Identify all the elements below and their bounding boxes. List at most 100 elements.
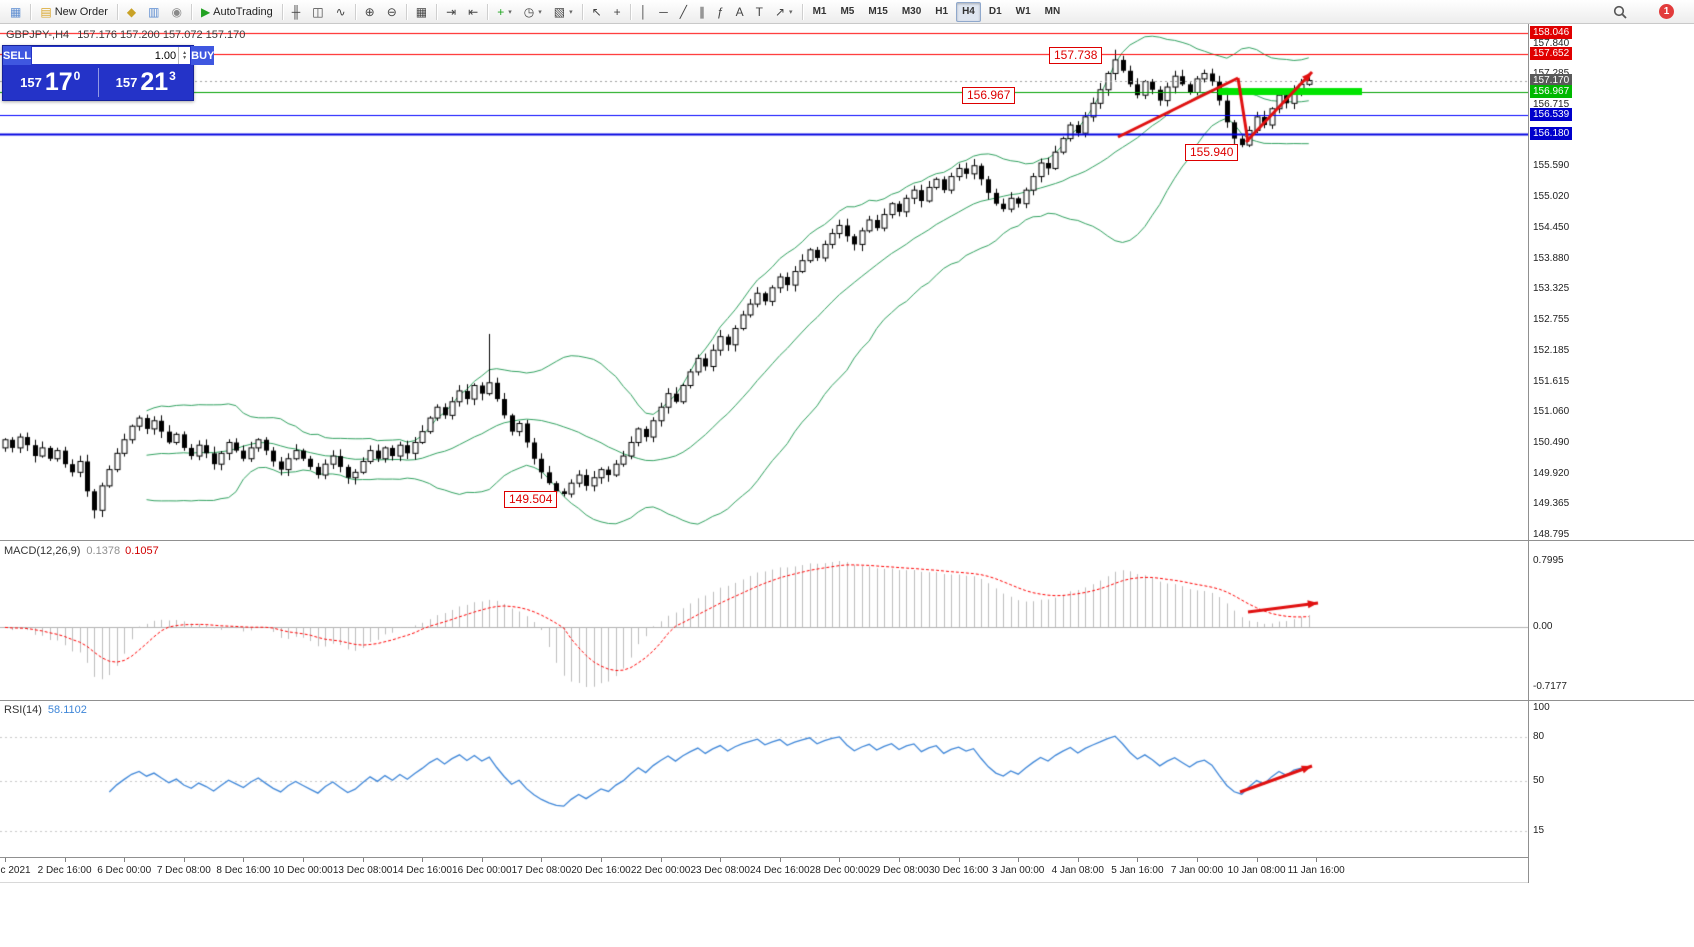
timeframe-m15-button[interactable]: M15	[868, 6, 888, 17]
bar-chart-button[interactable]: ╫	[287, 1, 306, 23]
periods-button[interactable]: ◷ ▾	[519, 1, 547, 23]
timeframe-w1-button[interactable]: W1	[1015, 6, 1031, 17]
fibonacci-retracement-button[interactable]: ƒ	[712, 1, 729, 23]
panel-divider	[97, 68, 99, 97]
chart-window: GBPJPY-,H4 157.176 157.200 157.072 157.17…	[0, 24, 1694, 947]
time-axis-tick	[541, 858, 543, 862]
time-axis[interactable]: 1 Dec 2021 2 Dec 16:00 6 Dec 00:00 7 Dec 08…	[0, 857, 1528, 883]
vertical-line-button[interactable]: │	[635, 1, 653, 23]
text-icon: A	[735, 4, 744, 19]
price-axis-label: 148.795	[1533, 529, 1570, 540]
time-axis-label: 10 Dec 00:00	[273, 865, 333, 876]
toolbar-groups: ▦ ▤ New Order ◆ ▥ ◉ ▶ AutoTrading ╫ ◫ ∿ ⊕ ⊖ ▦ ⇥ ⇤ + ▾ ◷ ▾ ▧ ▾…	[4, 0, 799, 23]
sell-price[interactable]: 157 17 0	[3, 65, 98, 100]
trendline-button[interactable]: ╱	[675, 1, 692, 23]
arrows-icon: ↗	[774, 4, 786, 19]
price-flag[interactable]: 157.738	[1049, 47, 1103, 64]
price-flag[interactable]: 155.940	[1185, 144, 1239, 161]
time-axis-label: 20 Dec 16:00	[571, 865, 631, 876]
candlestick-chart-button[interactable]: ◫	[307, 1, 328, 23]
new-order-button[interactable]: ▤ New Order	[35, 1, 113, 23]
toolbar-separator	[354, 3, 356, 20]
price-axis-label: 155.590	[1533, 160, 1570, 172]
rsi-label: RSI(14) 58.1102	[4, 704, 87, 716]
price-axis-label: 152.755	[1533, 314, 1570, 326]
macd-canvas[interactable]	[0, 540, 1528, 700]
chart-window-button[interactable]: ▦	[5, 1, 26, 23]
time-axis-label: 22 Dec 00:00	[630, 865, 691, 876]
zoom-out-button[interactable]: ⊖	[382, 1, 402, 23]
lot-spinner[interactable]: ▲ ▼	[178, 47, 190, 64]
line-chart-icon: ∿	[335, 4, 346, 19]
alerts-button[interactable]: ◉	[166, 1, 186, 23]
crosshair-button[interactable]: +	[609, 1, 626, 23]
chart-shift-button[interactable]: ⇤	[463, 1, 483, 23]
time-axis-tick	[1256, 858, 1258, 862]
rsi-canvas[interactable]	[0, 700, 1528, 857]
price-axis-tag: 156.967	[1530, 84, 1573, 98]
time-axis-tick	[1077, 858, 1079, 862]
equidistant-channel-button[interactable]: ∥	[694, 1, 710, 23]
text-button[interactable]: A	[731, 1, 749, 23]
auto-scroll-button[interactable]: ⇥	[441, 1, 461, 23]
horizontal-line-button[interactable]: ─	[654, 1, 673, 23]
buy-price[interactable]: 157 21 3	[99, 65, 194, 100]
timeframe-m1-button[interactable]: M1	[812, 6, 827, 17]
new-order-icon: ▤	[40, 4, 52, 19]
time-axis-label: 24 Dec 16:00	[750, 865, 810, 876]
time-axis-tick	[362, 858, 364, 862]
price-axis[interactable]: 157.840157.285156.715155.590155.020154.4…	[1528, 24, 1694, 883]
timeframe-m5-button[interactable]: M5	[840, 6, 855, 17]
time-axis-label: 30 Dec 16:00	[928, 865, 989, 876]
price-flag[interactable]: 156.967	[962, 87, 1016, 104]
toolbar-separator	[281, 3, 283, 20]
text-label-button[interactable]: T	[751, 1, 768, 23]
spinner-down-icon[interactable]: ▼	[182, 54, 188, 61]
time-axis-label: 16 Dec 00:00	[452, 865, 512, 876]
toolbar-separator	[487, 3, 489, 20]
search-button[interactable]	[1608, 1, 1632, 23]
timeframe-toolbar: M1 M5 M15 M30 H1 H4 D1 W1 MN	[799, 0, 1068, 23]
panel-separator[interactable]	[0, 540, 1694, 541]
panel-separator[interactable]	[0, 700, 1694, 701]
price-axis-label: 149.920	[1533, 467, 1570, 479]
arrows-button[interactable]: ↗ ▾	[770, 1, 798, 23]
zoom-in-button[interactable]: ⊕	[360, 1, 380, 23]
time-axis-label: 29 Dec 08:00	[869, 865, 929, 876]
indicators-button[interactable]: + ▾	[492, 1, 517, 23]
timeframe-m30-button[interactable]: M30	[901, 6, 922, 17]
timeframe-mn-button[interactable]: MN	[1044, 6, 1061, 17]
toolbar-separator	[629, 3, 631, 20]
time-axis-label: 3 Jan 00:00	[992, 865, 1045, 876]
autotrading-button[interactable]: ▶ AutoTrading	[196, 1, 278, 23]
lot-size-input[interactable]	[32, 48, 179, 63]
notification-badge[interactable]: 1	[1659, 4, 1674, 19]
time-axis-tick	[1018, 858, 1020, 862]
time-axis-label: 14 Dec 16:00	[392, 865, 452, 876]
templates-button[interactable]: ▧ ▾	[549, 1, 578, 23]
chart-profiles-icon: ▥	[148, 4, 160, 19]
trendline-icon: ╱	[679, 4, 687, 19]
chart-profiles-button[interactable]: ▥	[143, 1, 164, 23]
toolbar: ▦ ▤ New Order ◆ ▥ ◉ ▶ AutoTrading ╫ ◫ ∿ ⊕ ⊖ ▦ ⇥ ⇤ + ▾ ◷ ▾ ▧ ▾…	[0, 0, 1694, 24]
symbol-header: GBPJPY-,H4 157.176 157.200 157.072 157.17…	[6, 29, 245, 41]
price-chart-canvas[interactable]	[0, 24, 1528, 540]
time-axis-tick	[899, 858, 900, 862]
cursor-button[interactable]: ↖	[587, 1, 607, 23]
symbol-ohlc: 157.176 157.200 157.072 157.170	[77, 29, 246, 41]
spinner-up-icon[interactable]: ▲	[182, 49, 188, 56]
buy-button[interactable]: BUY	[191, 46, 215, 65]
tile-windows-button[interactable]: ▦	[411, 1, 432, 23]
price-flag[interactable]: 149.504	[504, 491, 558, 508]
time-axis-tick	[183, 858, 185, 862]
toolbar-separator	[581, 3, 583, 20]
line-chart-button[interactable]: ∿	[331, 1, 351, 23]
timeframe-h4-button[interactable]: H4	[956, 1, 981, 22]
lot-size-field[interactable]: ▲▼	[32, 47, 191, 64]
timeframe-d1-button[interactable]: D1	[988, 6, 1002, 17]
expert-advisors-button[interactable]: ◆	[122, 1, 141, 23]
timeframe-h1-button[interactable]: H1	[935, 6, 949, 17]
sell-button[interactable]: SELL	[3, 46, 32, 65]
